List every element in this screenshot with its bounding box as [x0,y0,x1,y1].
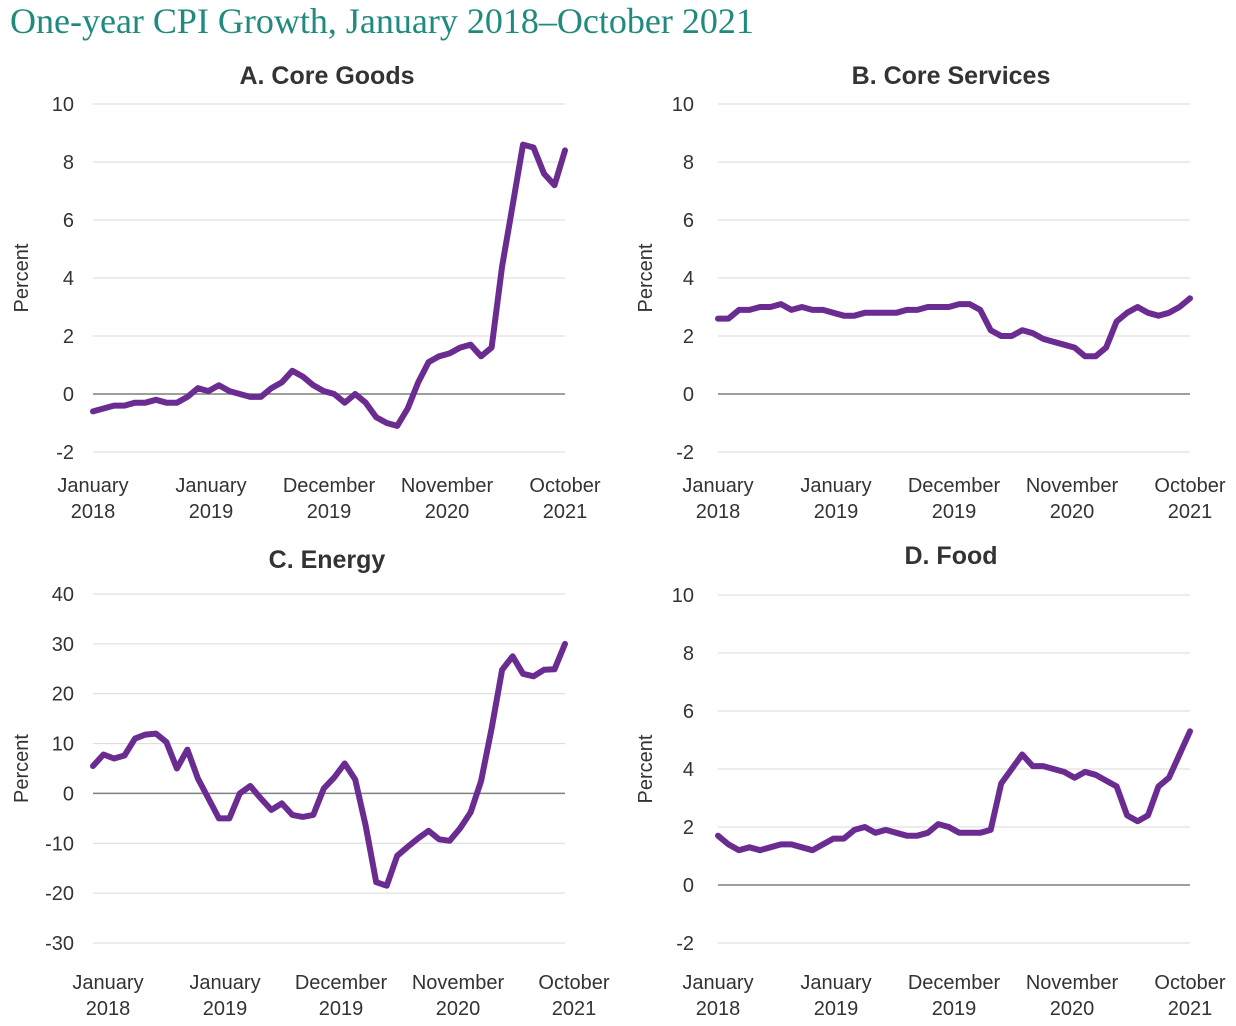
y-axis-label: Percent [11,243,33,312]
x-tick-label: October 2021 [1154,972,1225,1020]
panel-title: A. Core Goods [239,62,414,90]
y-tick-label: 20 [52,684,74,706]
y-tick-label: -10 [45,833,74,855]
y-tick-label: 30 [52,634,74,656]
y-tick-label: 6 [63,210,74,232]
x-tick-label: January 2019 [800,475,871,523]
y-tick-label: 2 [63,326,74,348]
panel-b: 10 8 6 4 2 0 -2 B. Core Services Percent January 2… [635,62,1226,523]
x-tick-label: November 2020 [412,972,505,1020]
x-tick-label: December 2019 [908,475,1001,523]
y-tick-label: 8 [683,152,694,174]
x-tick-label: January 2018 [72,972,143,1020]
y-tick-label: 10 [672,585,694,607]
series-line [90,141,568,429]
x-tick-label: October 2021 [538,972,609,1020]
y-tick-label: 6 [683,701,694,723]
x-tick-label: January 2018 [682,475,753,523]
y-tick-label: 4 [683,268,694,290]
y-tick-label: -2 [56,442,74,464]
y-tick-label: 4 [683,759,694,781]
panel-title: D. Food [904,542,997,570]
panel-a: 10 8 6 4 2 0 -2 A. Core Goods Percent January 2018… [11,62,601,523]
y-tick-label: 40 [52,584,74,606]
x-tick-label: November 2020 [1026,475,1119,523]
y-tick-label: 10 [52,94,74,116]
y-tick-label: -20 [45,883,74,905]
y-tick-label: 0 [683,875,694,897]
y-tick-label: -2 [676,442,694,464]
y-tick-label: 8 [63,152,74,174]
y-tick-label: 10 [672,94,694,116]
x-tick-label: January 2019 [189,972,260,1020]
x-tick-label: October 2021 [1154,475,1225,523]
x-tick-label: November 2020 [1026,972,1119,1020]
x-tick-label: October 2021 [529,475,600,523]
x-tick-label: November 2020 [401,475,494,523]
x-tick-label: January 2019 [175,475,246,523]
y-tick-label: 4 [63,268,74,290]
series-line [715,728,1193,854]
y-tick-label: 0 [63,384,74,406]
x-tick-label: January 2018 [682,972,753,1020]
y-tick-label: 2 [683,326,694,348]
x-tick-label: December 2019 [295,972,388,1020]
panel-title: B. Core Services [852,62,1051,90]
series-line [715,295,1193,360]
y-tick-label: 2 [683,817,694,839]
panel-title: C. Energy [269,546,386,574]
x-tick-label: January 2018 [57,475,128,523]
x-tick-label: December 2019 [283,475,376,523]
page-title: One-year CPI Growth, January 2018–Octobe… [10,1,754,41]
series-line [90,640,568,889]
y-axis-label: Percent [11,734,33,803]
y-tick-label: -2 [676,933,694,955]
y-axis-label: Percent [635,243,657,312]
x-tick-label: January 2019 [800,972,871,1020]
panel-c: 40 30 20 10 0 -10 -20 -30 C. Energy Percent Januar… [11,546,610,1020]
y-tick-label: 8 [683,643,694,665]
y-tick-label: 10 [52,734,74,756]
y-tick-label: 6 [683,210,694,232]
y-tick-label: 0 [63,783,74,805]
y-tick-label: 0 [683,384,694,406]
x-tick-label: December 2019 [908,972,1001,1020]
y-tick-label: -30 [45,933,74,955]
panel-d: 10 8 6 4 2 0 -2 D. Food Percent January 2018 Januar… [635,542,1226,1020]
y-axis-label: Percent [635,734,657,803]
